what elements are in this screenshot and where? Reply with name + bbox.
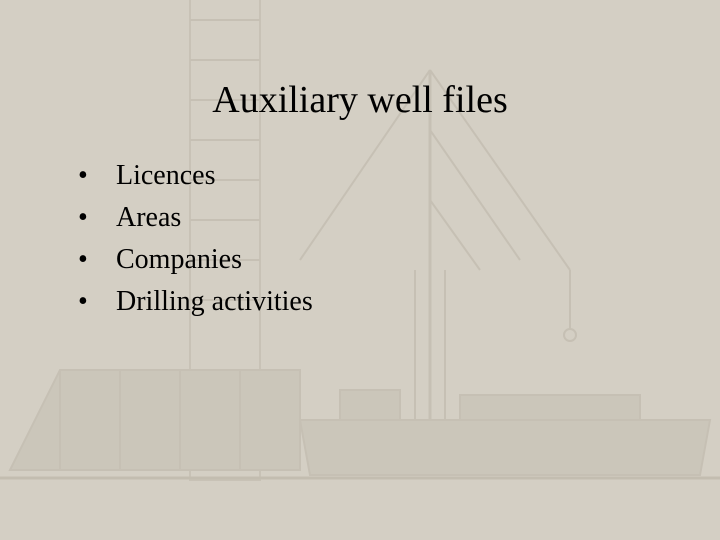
bullet-icon: • [78, 160, 116, 192]
list-item: • Licences [78, 160, 720, 192]
bullet-icon: • [78, 202, 116, 234]
slide-content: Auxiliary well files • Licences • Areas … [0, 0, 720, 540]
bullet-icon: • [78, 286, 116, 318]
bullet-list: • Licences • Areas • Companies • Drillin… [0, 160, 720, 318]
bullet-text: Drilling activities [116, 286, 313, 318]
list-item: • Drilling activities [78, 286, 720, 318]
bullet-text: Licences [116, 160, 216, 192]
bullet-text: Companies [116, 244, 242, 276]
slide-title: Auxiliary well files [0, 0, 720, 160]
list-item: • Areas [78, 202, 720, 234]
bullet-text: Areas [116, 202, 181, 234]
list-item: • Companies [78, 244, 720, 276]
bullet-icon: • [78, 244, 116, 276]
